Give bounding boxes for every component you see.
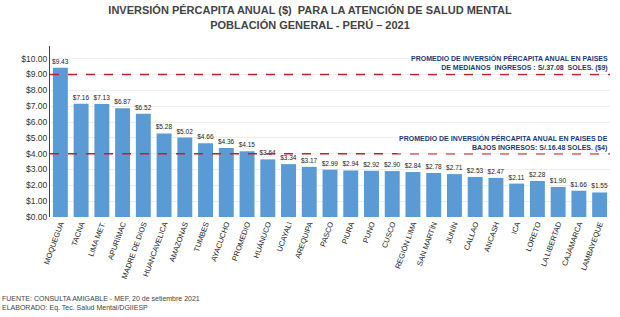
svg-text:SAN MARTÍN: SAN MARTÍN [415, 221, 439, 267]
svg-text:$4.66: $4.66 [197, 133, 214, 140]
svg-text:AMAZONAS: AMAZONAS [167, 221, 190, 264]
svg-text:$9.43: $9.43 [52, 58, 69, 65]
svg-text:$7.13: $7.13 [94, 94, 111, 101]
svg-text:CALLAO: CALLAO [462, 220, 481, 251]
svg-text:UCAYALI: UCAYALI [275, 221, 294, 253]
svg-text:ANCASH: ANCASH [482, 221, 501, 253]
svg-text:$0.00: $0.00 [26, 212, 48, 222]
svg-text:PASCO: PASCO [318, 220, 335, 247]
svg-text:MOQUEGUA: MOQUEGUA [42, 221, 66, 266]
svg-text:$3.64: $3.64 [259, 149, 276, 156]
svg-text:$2.84: $2.84 [405, 162, 422, 169]
svg-text:$2.47: $2.47 [488, 168, 505, 175]
svg-text:$2.00: $2.00 [26, 180, 48, 190]
svg-text:APURÍMAC: APURÍMAC [106, 220, 128, 261]
svg-text:AREQUIPA: AREQUIPA [293, 221, 315, 260]
svg-text:HUANCAVELICA: HUANCAVELICA [141, 221, 169, 278]
svg-text:$2.71: $2.71 [446, 164, 463, 171]
svg-text:LIMA MET.: LIMA MET. [86, 221, 107, 258]
svg-text:MADRE DE DIOS: MADRE DE DIOS [120, 221, 149, 280]
svg-text:$2.11: $2.11 [509, 174, 525, 181]
svg-text:LA LIBERTAD: LA LIBERTAD [539, 220, 564, 268]
svg-text:$2.90: $2.90 [384, 161, 401, 168]
svg-text:LORETO: LORETO [524, 220, 543, 252]
svg-text:$4.36: $4.36 [218, 138, 235, 145]
svg-text:$3.34: $3.34 [280, 154, 297, 161]
svg-text:$1.55: $1.55 [591, 182, 608, 189]
svg-text:PROMEDIO DE INVERSIÓN PÉRCAPIT: PROMEDIO DE INVERSIÓN PÉRCAPITA ANUAL EN… [399, 134, 608, 152]
svg-text:$7.00: $7.00 [26, 101, 48, 111]
svg-text:$2.92: $2.92 [363, 161, 380, 168]
svg-text:$9.00: $9.00 [26, 69, 48, 79]
svg-text:$4.15: $4.15 [239, 141, 256, 148]
svg-text:$7.16: $7.16 [73, 94, 90, 101]
svg-text:ICA: ICA [509, 221, 522, 236]
svg-text:$5.02: $5.02 [176, 128, 193, 135]
svg-text:$1.00: $1.00 [26, 196, 48, 206]
svg-text:$6.52: $6.52 [135, 104, 152, 111]
svg-text:$10.00: $10.00 [21, 54, 47, 64]
svg-text:$2.78: $2.78 [425, 163, 442, 170]
svg-text:AYACUCHO: AYACUCHO [209, 220, 232, 262]
svg-text:$3.17: $3.17 [301, 157, 318, 164]
svg-text:PROMEDIO: PROMEDIO [230, 220, 252, 262]
svg-text:$1.66: $1.66 [571, 181, 588, 188]
svg-text:FUENTE: CONSULTA AMIGABLE - ME: FUENTE: CONSULTA AMIGABLE - MEF, 20 de s… [2, 295, 200, 312]
svg-text:$2.53: $2.53 [467, 167, 484, 174]
svg-text:$2.28: $2.28 [529, 171, 546, 178]
svg-text:PIURA: PIURA [340, 221, 356, 246]
svg-text:TUMBES: TUMBES [192, 221, 211, 253]
svg-text:$2.99: $2.99 [322, 160, 339, 167]
svg-text:PUNO: PUNO [361, 220, 377, 244]
svg-text:JUNÍN: JUNÍN [444, 221, 460, 245]
svg-text:PROMEDIO DE INVERSIÓN PÉRCAPIT: PROMEDIO DE INVERSIÓN PÉRCAPITA ANUAL EN… [411, 54, 608, 72]
svg-text:$6.00: $6.00 [26, 117, 48, 127]
svg-text:$4.00: $4.00 [26, 149, 48, 159]
svg-text:LAMBAYEQUE: LAMBAYEQUE [579, 221, 605, 272]
svg-text:INVERSIÓN PÉRCAPITA ANUAL ($): INVERSIÓN PÉRCAPITA ANUAL ($) PARA LA AT… [108, 4, 512, 30]
svg-text:$6.87: $6.87 [114, 98, 131, 105]
svg-text:$3.00: $3.00 [26, 164, 48, 174]
svg-text:REGIÓN LIMA: REGIÓN LIMA [393, 221, 418, 270]
svg-text:TACNA: TACNA [70, 221, 87, 247]
svg-text:CUSCO: CUSCO [380, 220, 398, 249]
svg-text:$2.94: $2.94 [342, 160, 359, 167]
svg-text:$1.90: $1.90 [550, 177, 567, 184]
svg-text:$5.00: $5.00 [26, 133, 48, 143]
svg-text:$8.00: $8.00 [26, 85, 48, 95]
svg-text:HUÁNUCO: HUÁNUCO [252, 220, 273, 259]
svg-text:CAJAMARCA: CAJAMARCA [560, 221, 584, 268]
svg-text:$5.28: $5.28 [156, 123, 173, 130]
